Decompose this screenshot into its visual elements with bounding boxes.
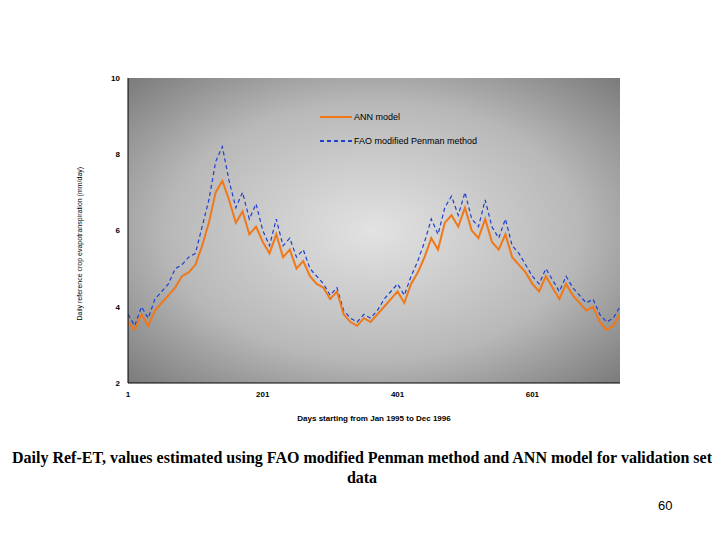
svg-text:6: 6 <box>116 226 121 235</box>
svg-text:2: 2 <box>116 379 121 388</box>
svg-text:1: 1 <box>126 390 131 399</box>
svg-text:401: 401 <box>391 390 405 399</box>
svg-text:Days starting from Jan 1995 to: Days starting from Jan 1995 to Dec 1996 <box>297 414 451 423</box>
svg-text:601: 601 <box>526 390 540 399</box>
svg-text:201: 201 <box>256 390 270 399</box>
html-text:60: 60 <box>658 498 673 513</box>
svg-text:8: 8 <box>116 150 121 159</box>
html-text:Daily Ref-ET, values estimated: Daily Ref-ET, values estimated using FAO… <box>12 449 712 486</box>
svg-text:4: 4 <box>116 303 121 312</box>
svg-text:Daily reference crop evapotran: Daily reference crop evapotranspiration … <box>76 167 84 321</box>
html-text:FAO modified Penman method: FAO modified Penman method <box>354 136 478 146</box>
html-text:ANN model: ANN model <box>354 112 400 122</box>
svg-text:10: 10 <box>111 74 120 83</box>
